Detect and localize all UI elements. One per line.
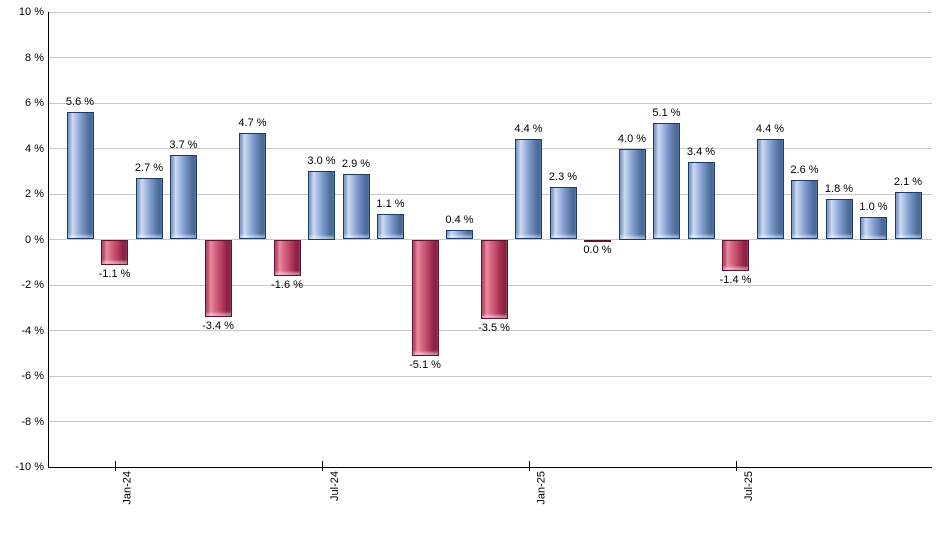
bar-Mar-24 [170, 155, 197, 240]
y-axis-tick-label: 6 % [25, 97, 44, 109]
bar-Nov-25 [860, 216, 887, 240]
bar-Dec-23 [66, 112, 94, 240]
bar-Sep-25 [791, 180, 818, 240]
bar-value-label: 3.0 % [307, 155, 336, 168]
bar-Dec-25 [894, 191, 922, 240]
bar-Jun-25 [687, 162, 715, 240]
y-axis-tick-label: -10 % [15, 461, 44, 473]
y-axis-tick-label: 0 % [25, 233, 44, 246]
bar-value-label: 1.0 % [859, 200, 888, 213]
x-axis-tick-label: Jul-25 [742, 471, 755, 501]
bar-Oct-24 [411, 239, 439, 356]
gridline--4 [48, 330, 932, 331]
bar-May-24 [239, 132, 266, 240]
bar-Aug-24 [342, 173, 370, 240]
bar-value-label: 2.6 % [790, 164, 819, 177]
gridline-6 [48, 102, 932, 104]
x-axis-tick-label: Jan-24 [121, 471, 134, 505]
x-axis-tick [321, 461, 323, 471]
bar-Jan-25 [515, 139, 542, 240]
bar-value-label: -5.1 % [409, 358, 441, 371]
gridline-4 [48, 148, 932, 149]
bar-Jun-24 [273, 239, 301, 276]
x-axis-tick-label: Jan-25 [535, 471, 548, 505]
bar-Feb-25 [549, 187, 577, 240]
gridline--6 [48, 375, 932, 377]
gridline-2 [48, 193, 932, 195]
y-axis-tick-label: -4 % [21, 324, 44, 337]
gridline--8 [48, 421, 932, 422]
bar-value-label: 4.4 % [755, 123, 785, 136]
bar-Oct-25 [825, 198, 853, 240]
bar-Jan-24 [101, 239, 128, 265]
bar-Apr-25 [618, 148, 646, 240]
y-axis-tick-label: -8 % [21, 415, 44, 428]
bar-Sep-24 [377, 214, 404, 240]
bar-value-label: 2.7 % [134, 162, 164, 175]
bar-value-label: 3.7 % [169, 139, 198, 152]
bar-value-label: -1.1 % [98, 267, 131, 280]
bar-May-25 [653, 123, 680, 240]
y-axis-tick-label: -2 % [21, 279, 44, 291]
bar-Aug-25 [756, 139, 784, 240]
bar-value-label: 0.0 % [583, 244, 612, 256]
bar-Jul-25 [722, 239, 749, 272]
bar-value-label: 5.1 % [652, 107, 681, 120]
bar-Apr-24 [204, 239, 232, 317]
y-axis-tick-label: 2 % [25, 188, 44, 200]
x-axis-tick [528, 461, 530, 471]
bar-Dec-24 [480, 239, 508, 320]
gridline-10 [48, 11, 932, 13]
bar-value-label: -1.4 % [719, 274, 752, 287]
bar-value-label: -1.6 % [271, 278, 303, 291]
x-axis-tick-label: Jul-24 [328, 471, 341, 501]
bar-value-label: 5.6 % [65, 96, 95, 109]
bar-value-label: -3.5 % [478, 322, 510, 335]
bar-value-label: 2.9 % [341, 157, 371, 170]
bar-value-label: 1.1 % [376, 198, 405, 211]
bar-value-label: 2.3 % [548, 171, 578, 184]
bar-value-label: 0.4 % [445, 214, 474, 227]
x-axis-tick [114, 461, 116, 471]
x-axis-line [48, 467, 932, 468]
bar-value-label: -3.4 % [202, 319, 234, 332]
y-axis-tick-label: 10 % [18, 6, 44, 18]
x-axis-tick [735, 461, 737, 471]
y-axis-tick-label: 4 % [25, 142, 44, 155]
bar-value-label: 3.4 % [686, 146, 716, 159]
bar-value-label: 4.7 % [238, 116, 267, 129]
bar-value-label: 2.1 % [893, 175, 923, 188]
bar-Nov-24 [446, 230, 473, 240]
gridline-8 [48, 57, 932, 58]
bar-Jul-24 [308, 171, 335, 240]
bar-Feb-24 [135, 178, 163, 240]
y-axis-tick-label: -6 % [21, 370, 44, 382]
bar-value-label: 4.0 % [617, 132, 647, 145]
bar-value-label: 1.8 % [824, 182, 854, 195]
y-axis-line [48, 12, 49, 467]
bar-value-label: 4.4 % [514, 123, 543, 136]
bar-Mar-25 [584, 239, 611, 242]
y-axis-tick-label: 8 % [25, 51, 44, 64]
